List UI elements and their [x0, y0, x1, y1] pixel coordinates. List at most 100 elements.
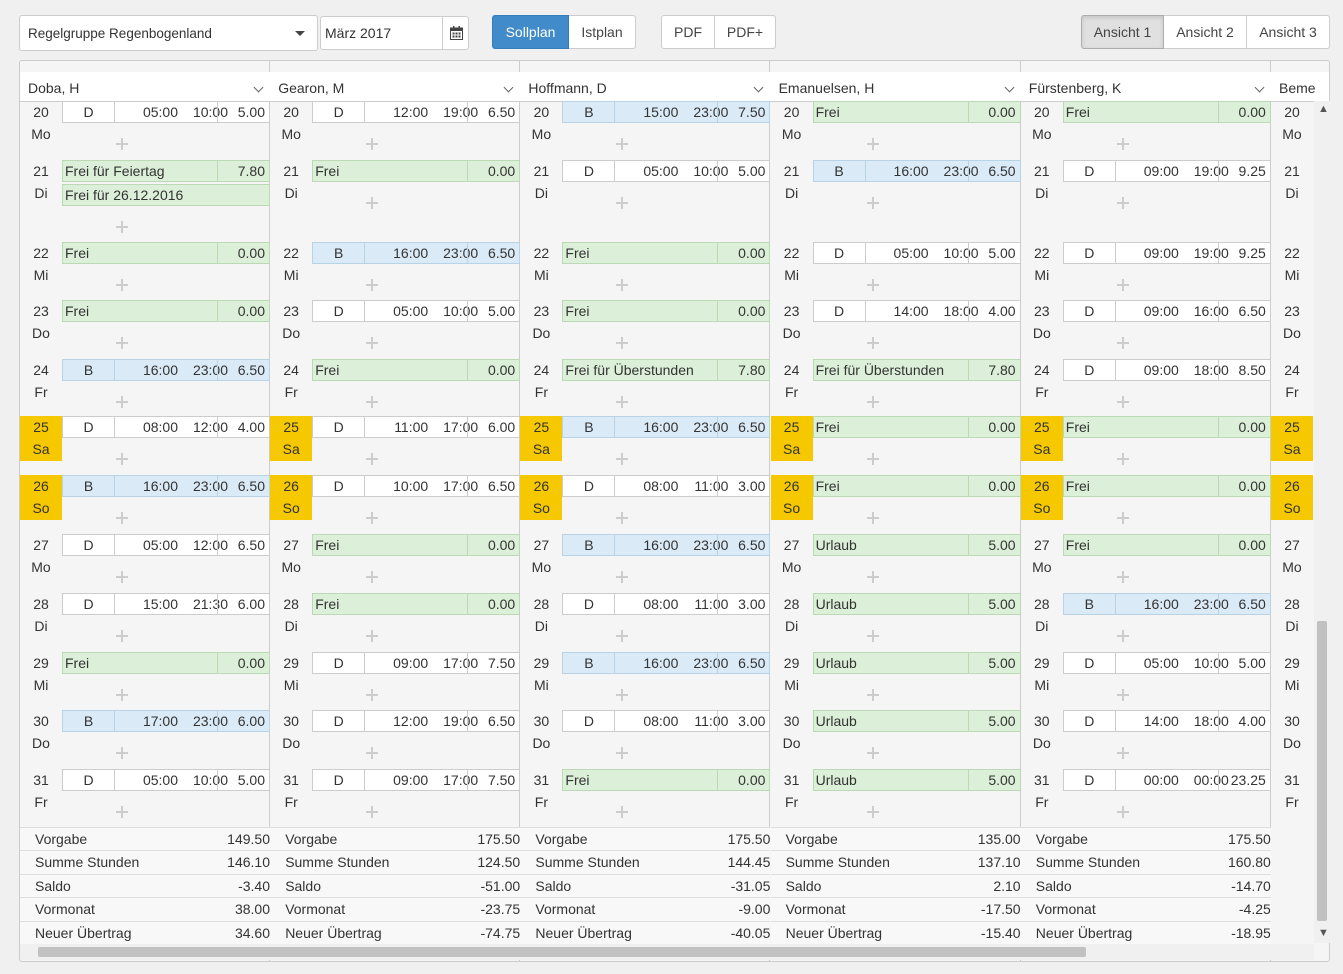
shift-entry[interactable]: D 05:00 10:00 5.00 — [312, 300, 521, 322]
add-entry-icon[interactable] — [1116, 806, 1129, 818]
absence-entry[interactable]: Urlaub 5.00 — [812, 534, 1021, 556]
absence-entry[interactable]: Frei für Überstunden 7.80 — [562, 359, 771, 381]
add-entry-icon[interactable] — [866, 689, 879, 701]
shift-entry[interactable]: D 09:00 17:00 7.50 — [312, 652, 521, 674]
shift-entry[interactable]: D 09:00 18:00 8.50 — [1062, 359, 1271, 381]
add-entry-icon[interactable] — [116, 396, 128, 408]
view-2-button[interactable]: Ansicht 2 — [1164, 15, 1247, 49]
horizontal-scroll-thumb[interactable] — [38, 947, 1086, 957]
absence-entry[interactable]: Frei 0.00 — [562, 300, 771, 322]
add-entry-icon[interactable] — [866, 453, 879, 465]
pdf-plus-button[interactable]: PDF+ — [715, 15, 776, 49]
add-entry-icon[interactable] — [616, 747, 629, 759]
add-entry-icon[interactable] — [366, 571, 379, 583]
employee-header[interactable]: Beme — [1271, 72, 1329, 102]
shift-entry[interactable]: D 05:00 10:00 5.00 — [62, 769, 270, 791]
shift-entry[interactable]: D 05:00 10:00 5.00 — [812, 242, 1021, 264]
shift-entry[interactable]: D 09:00 19:00 9.25 — [1062, 242, 1271, 264]
absence-entry[interactable]: Frei 0.00 — [812, 416, 1021, 438]
add-entry-icon[interactable] — [616, 571, 629, 583]
view-3-button[interactable]: Ansicht 3 — [1247, 15, 1330, 49]
employee-header[interactable]: Emanuelsen, H — [770, 72, 1021, 102]
add-entry-icon[interactable] — [1116, 138, 1129, 150]
absence-entry[interactable]: Frei 0.00 — [62, 300, 270, 322]
shift-entry[interactable]: B 15:00 23:00 7.50 — [562, 101, 771, 123]
add-entry-icon[interactable] — [866, 571, 879, 583]
chevron-down-icon[interactable] — [1004, 82, 1015, 93]
scroll-up-icon[interactable]: ▲ — [1318, 103, 1329, 115]
chevron-down-icon[interactable] — [753, 82, 764, 93]
shift-entry[interactable]: D 14:00 18:00 4.00 — [812, 300, 1021, 322]
shift-entry[interactable]: D 09:00 19:00 9.25 — [1062, 160, 1271, 182]
chevron-down-icon[interactable] — [1254, 82, 1265, 93]
shift-entry[interactable]: D 14:00 18:00 4.00 — [1062, 710, 1271, 732]
add-entry-icon[interactable] — [866, 747, 879, 759]
add-entry-icon[interactable] — [1116, 630, 1129, 642]
shift-entry[interactable]: D 15:00 21:30 6.00 — [62, 593, 270, 615]
absence-entry[interactable]: Frei 0.00 — [812, 101, 1021, 123]
add-entry-icon[interactable] — [866, 337, 879, 349]
absence-entry[interactable]: Urlaub 5.00 — [812, 593, 1021, 615]
add-entry-icon[interactable] — [616, 337, 629, 349]
absence-entry[interactable]: Frei 0.00 — [62, 652, 270, 674]
add-entry-icon[interactable] — [366, 138, 379, 150]
add-entry-icon[interactable] — [616, 138, 629, 150]
absence-entry[interactable]: Frei für Feiertag 7.80 — [62, 160, 270, 182]
absence-entry[interactable]: Frei 0.00 — [312, 534, 521, 556]
add-entry-icon[interactable] — [1116, 689, 1129, 701]
scroll-down-icon[interactable]: ▼ — [1318, 927, 1329, 939]
employee-header[interactable]: Hoffmann, D — [520, 72, 771, 102]
add-entry-icon[interactable] — [116, 806, 128, 818]
absence-entry[interactable]: Frei für Überstunden 7.80 — [812, 359, 1021, 381]
chevron-down-icon[interactable] — [503, 82, 514, 93]
add-entry-icon[interactable] — [616, 279, 629, 291]
absence-entry[interactable]: Frei für 26.12.2016 — [62, 184, 270, 206]
add-entry-icon[interactable] — [116, 512, 128, 524]
add-entry-icon[interactable] — [866, 396, 879, 408]
add-entry-icon[interactable] — [1116, 279, 1129, 291]
shift-entry[interactable]: D 05:00 10:00 5.00 — [1062, 652, 1271, 674]
tab-sollplan[interactable]: Sollplan — [492, 15, 569, 49]
absence-entry[interactable]: Frei 0.00 — [62, 242, 270, 264]
shift-entry[interactable]: D 08:00 11:00 3.00 — [562, 475, 771, 497]
add-entry-icon[interactable] — [616, 512, 629, 524]
view-1-button[interactable]: Ansicht 1 — [1081, 15, 1164, 49]
shift-entry[interactable]: D 05:00 10:00 5.00 — [562, 160, 771, 182]
add-entry-icon[interactable] — [116, 221, 128, 233]
add-entry-icon[interactable] — [366, 197, 379, 209]
add-entry-icon[interactable] — [616, 630, 629, 642]
add-entry-icon[interactable] — [116, 138, 128, 150]
absence-entry[interactable]: Urlaub 5.00 — [812, 652, 1021, 674]
absence-entry[interactable]: Frei 0.00 — [562, 769, 771, 791]
add-entry-icon[interactable] — [866, 806, 879, 818]
shift-entry[interactable]: D 10:00 17:00 6.50 — [312, 475, 521, 497]
shift-entry[interactable]: D 09:00 17:00 7.50 — [312, 769, 521, 791]
absence-entry[interactable]: Frei 0.00 — [1062, 534, 1271, 556]
shift-entry[interactable]: B 16:00 23:00 6.50 — [62, 475, 270, 497]
add-entry-icon[interactable] — [116, 571, 128, 583]
add-entry-icon[interactable] — [1116, 197, 1129, 209]
add-entry-icon[interactable] — [866, 197, 879, 209]
add-entry-icon[interactable] — [866, 279, 879, 291]
vertical-scroll-thumb[interactable] — [1317, 621, 1327, 921]
add-entry-icon[interactable] — [366, 689, 379, 701]
add-entry-icon[interactable] — [116, 630, 128, 642]
shift-entry[interactable]: B 16:00 23:00 6.50 — [562, 416, 771, 438]
absence-entry[interactable]: Frei 0.00 — [1062, 101, 1271, 123]
absence-entry[interactable]: Frei 0.00 — [312, 359, 521, 381]
add-entry-icon[interactable] — [1116, 396, 1129, 408]
shift-entry[interactable]: D 11:00 17:00 6.00 — [312, 416, 521, 438]
add-entry-icon[interactable] — [366, 512, 379, 524]
shift-entry[interactable]: B 16:00 23:00 6.50 — [562, 534, 771, 556]
shift-entry[interactable]: B 16:00 23:00 6.50 — [562, 652, 771, 674]
add-entry-icon[interactable] — [616, 689, 629, 701]
shift-entry[interactable]: D 08:00 12:00 4.00 — [62, 416, 270, 438]
add-entry-icon[interactable] — [616, 197, 629, 209]
add-entry-icon[interactable] — [1116, 453, 1129, 465]
absence-entry[interactable]: Frei 0.00 — [312, 160, 521, 182]
absence-entry[interactable]: Frei 0.00 — [1062, 416, 1271, 438]
add-entry-icon[interactable] — [366, 279, 379, 291]
add-entry-icon[interactable] — [866, 138, 879, 150]
add-entry-icon[interactable] — [366, 453, 379, 465]
add-entry-icon[interactable] — [616, 806, 629, 818]
